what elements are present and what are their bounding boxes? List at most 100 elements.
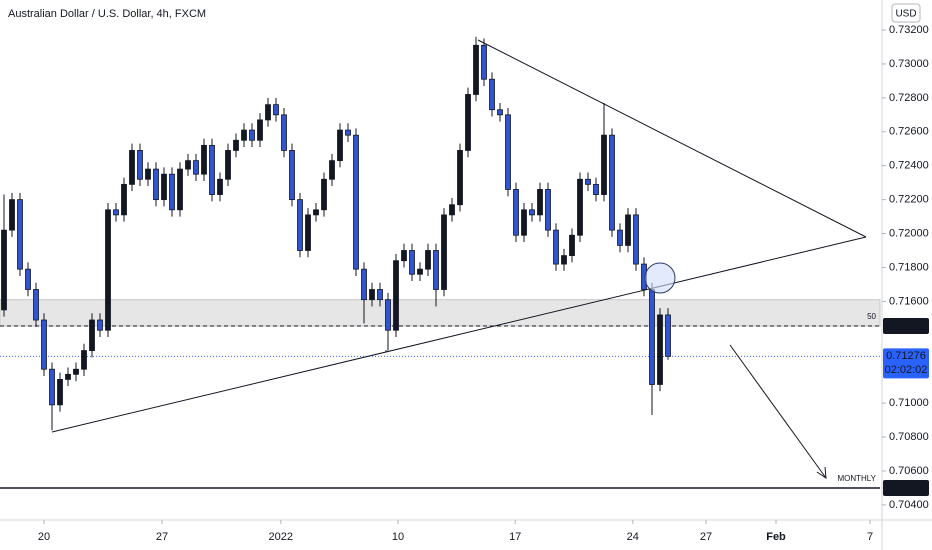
candle-body	[417, 268, 423, 275]
candle-body	[313, 209, 319, 216]
candle-body	[505, 114, 511, 190]
candle-body	[217, 178, 223, 195]
candle-body	[593, 183, 599, 195]
x-tick-label: 27	[700, 531, 712, 543]
candle-body	[321, 178, 327, 211]
y-tick-label: 0.72200	[889, 194, 929, 206]
candle-body	[433, 250, 439, 290]
support-zone	[0, 299, 881, 327]
candle-body	[577, 178, 583, 236]
candle-body	[409, 250, 415, 275]
candle-body	[281, 114, 287, 151]
y-tick-label: 0.70600	[889, 465, 929, 477]
level-label-box	[883, 317, 929, 334]
candle-body	[649, 289, 655, 385]
currency-label: USD	[895, 9, 916, 20]
candle-body	[369, 289, 375, 301]
chart-title: Australian Dollar / U.S. Dollar, 4h, FXC…	[8, 8, 206, 20]
candle-body	[1, 229, 7, 311]
candle-body	[353, 134, 359, 270]
y-tick-label: 0.70800	[889, 431, 929, 443]
level-label-box	[883, 479, 929, 496]
candle-body	[209, 144, 215, 195]
candle-body	[105, 209, 111, 331]
candle-body	[633, 214, 639, 265]
candle-body	[665, 314, 671, 357]
y-tick-label: 0.73000	[889, 58, 929, 70]
candle-body	[425, 250, 431, 270]
candle-body	[33, 289, 39, 321]
candle-body	[553, 229, 559, 265]
candle-body	[9, 199, 15, 231]
candle-body	[65, 373, 71, 380]
x-tick-label: 2022	[269, 531, 293, 543]
candle-body	[585, 178, 591, 185]
y-tick-label: 0.72000	[889, 227, 929, 239]
candle-body	[657, 314, 663, 385]
candle-body	[289, 150, 295, 201]
candle-body	[241, 129, 247, 141]
y-tick-label: 0.73200	[889, 24, 929, 36]
candle-body	[393, 260, 399, 331]
y-tick-label: 0.72600	[889, 126, 929, 138]
candle-body	[57, 378, 63, 406]
candle-body	[169, 173, 175, 211]
candle-body	[457, 150, 463, 206]
candle-body	[265, 104, 271, 121]
candle-body	[305, 214, 311, 251]
x-tick-label: 7	[867, 531, 873, 543]
candle-body	[233, 139, 239, 151]
level-label: 0.70500	[886, 482, 926, 494]
highlight-circle	[644, 262, 676, 294]
candle-body	[513, 189, 519, 236]
candle-body	[473, 44, 479, 95]
trendline-upper	[477, 39, 867, 238]
last-price-box	[883, 348, 929, 379]
candle-body	[225, 150, 231, 180]
candle-body	[401, 250, 407, 262]
y-tick-label: 0.72800	[889, 92, 929, 104]
candle-body	[193, 160, 199, 175]
last-price-label: 0.71276	[886, 350, 926, 362]
candle-body	[97, 319, 103, 331]
candle-body	[617, 229, 623, 246]
x-tick-label: 24	[627, 531, 639, 543]
candle-body	[609, 134, 615, 231]
level-tag: MONTHLY	[837, 474, 876, 483]
x-tick-label: Feb	[766, 531, 786, 543]
arrow-shaft	[729, 344, 827, 479]
currency-box[interactable]	[891, 3, 921, 23]
candle-body	[201, 144, 207, 175]
candle-body	[329, 160, 335, 180]
label-layer: 0.71455 50 0.70500 MONTHLY 0.71276 02:02:02	[837, 312, 929, 496]
y-tick-label: 0.71000	[889, 397, 929, 409]
candle-body	[449, 204, 455, 216]
candle-body	[137, 150, 143, 180]
zone-layer	[0, 299, 881, 327]
arrow-head	[816, 466, 827, 479]
candle-body	[297, 199, 303, 251]
x-tick-label: 10	[392, 531, 404, 543]
candle-body	[361, 268, 367, 301]
candle-body	[489, 78, 495, 111]
x-tick-label: 17	[509, 531, 521, 543]
candle-body	[161, 173, 167, 201]
y-tick-label: 0.70400	[889, 499, 929, 511]
candle-body	[497, 109, 503, 116]
level-label: 0.71455	[886, 320, 926, 332]
level-layer	[0, 325, 880, 489]
candle-body	[521, 209, 527, 236]
candle-body	[113, 209, 119, 216]
candle-layer	[1, 36, 671, 431]
candle-body	[625, 214, 631, 246]
candle-body	[145, 168, 151, 180]
x-tick-label: 20	[38, 531, 50, 543]
candle-body	[273, 104, 279, 116]
candle-body	[545, 189, 551, 231]
candle-body	[345, 129, 351, 136]
candle-body	[81, 350, 87, 370]
y-tick-label: 0.71600	[889, 295, 929, 307]
y-tick-label: 0.71800	[889, 261, 929, 273]
candle-body	[601, 134, 607, 195]
